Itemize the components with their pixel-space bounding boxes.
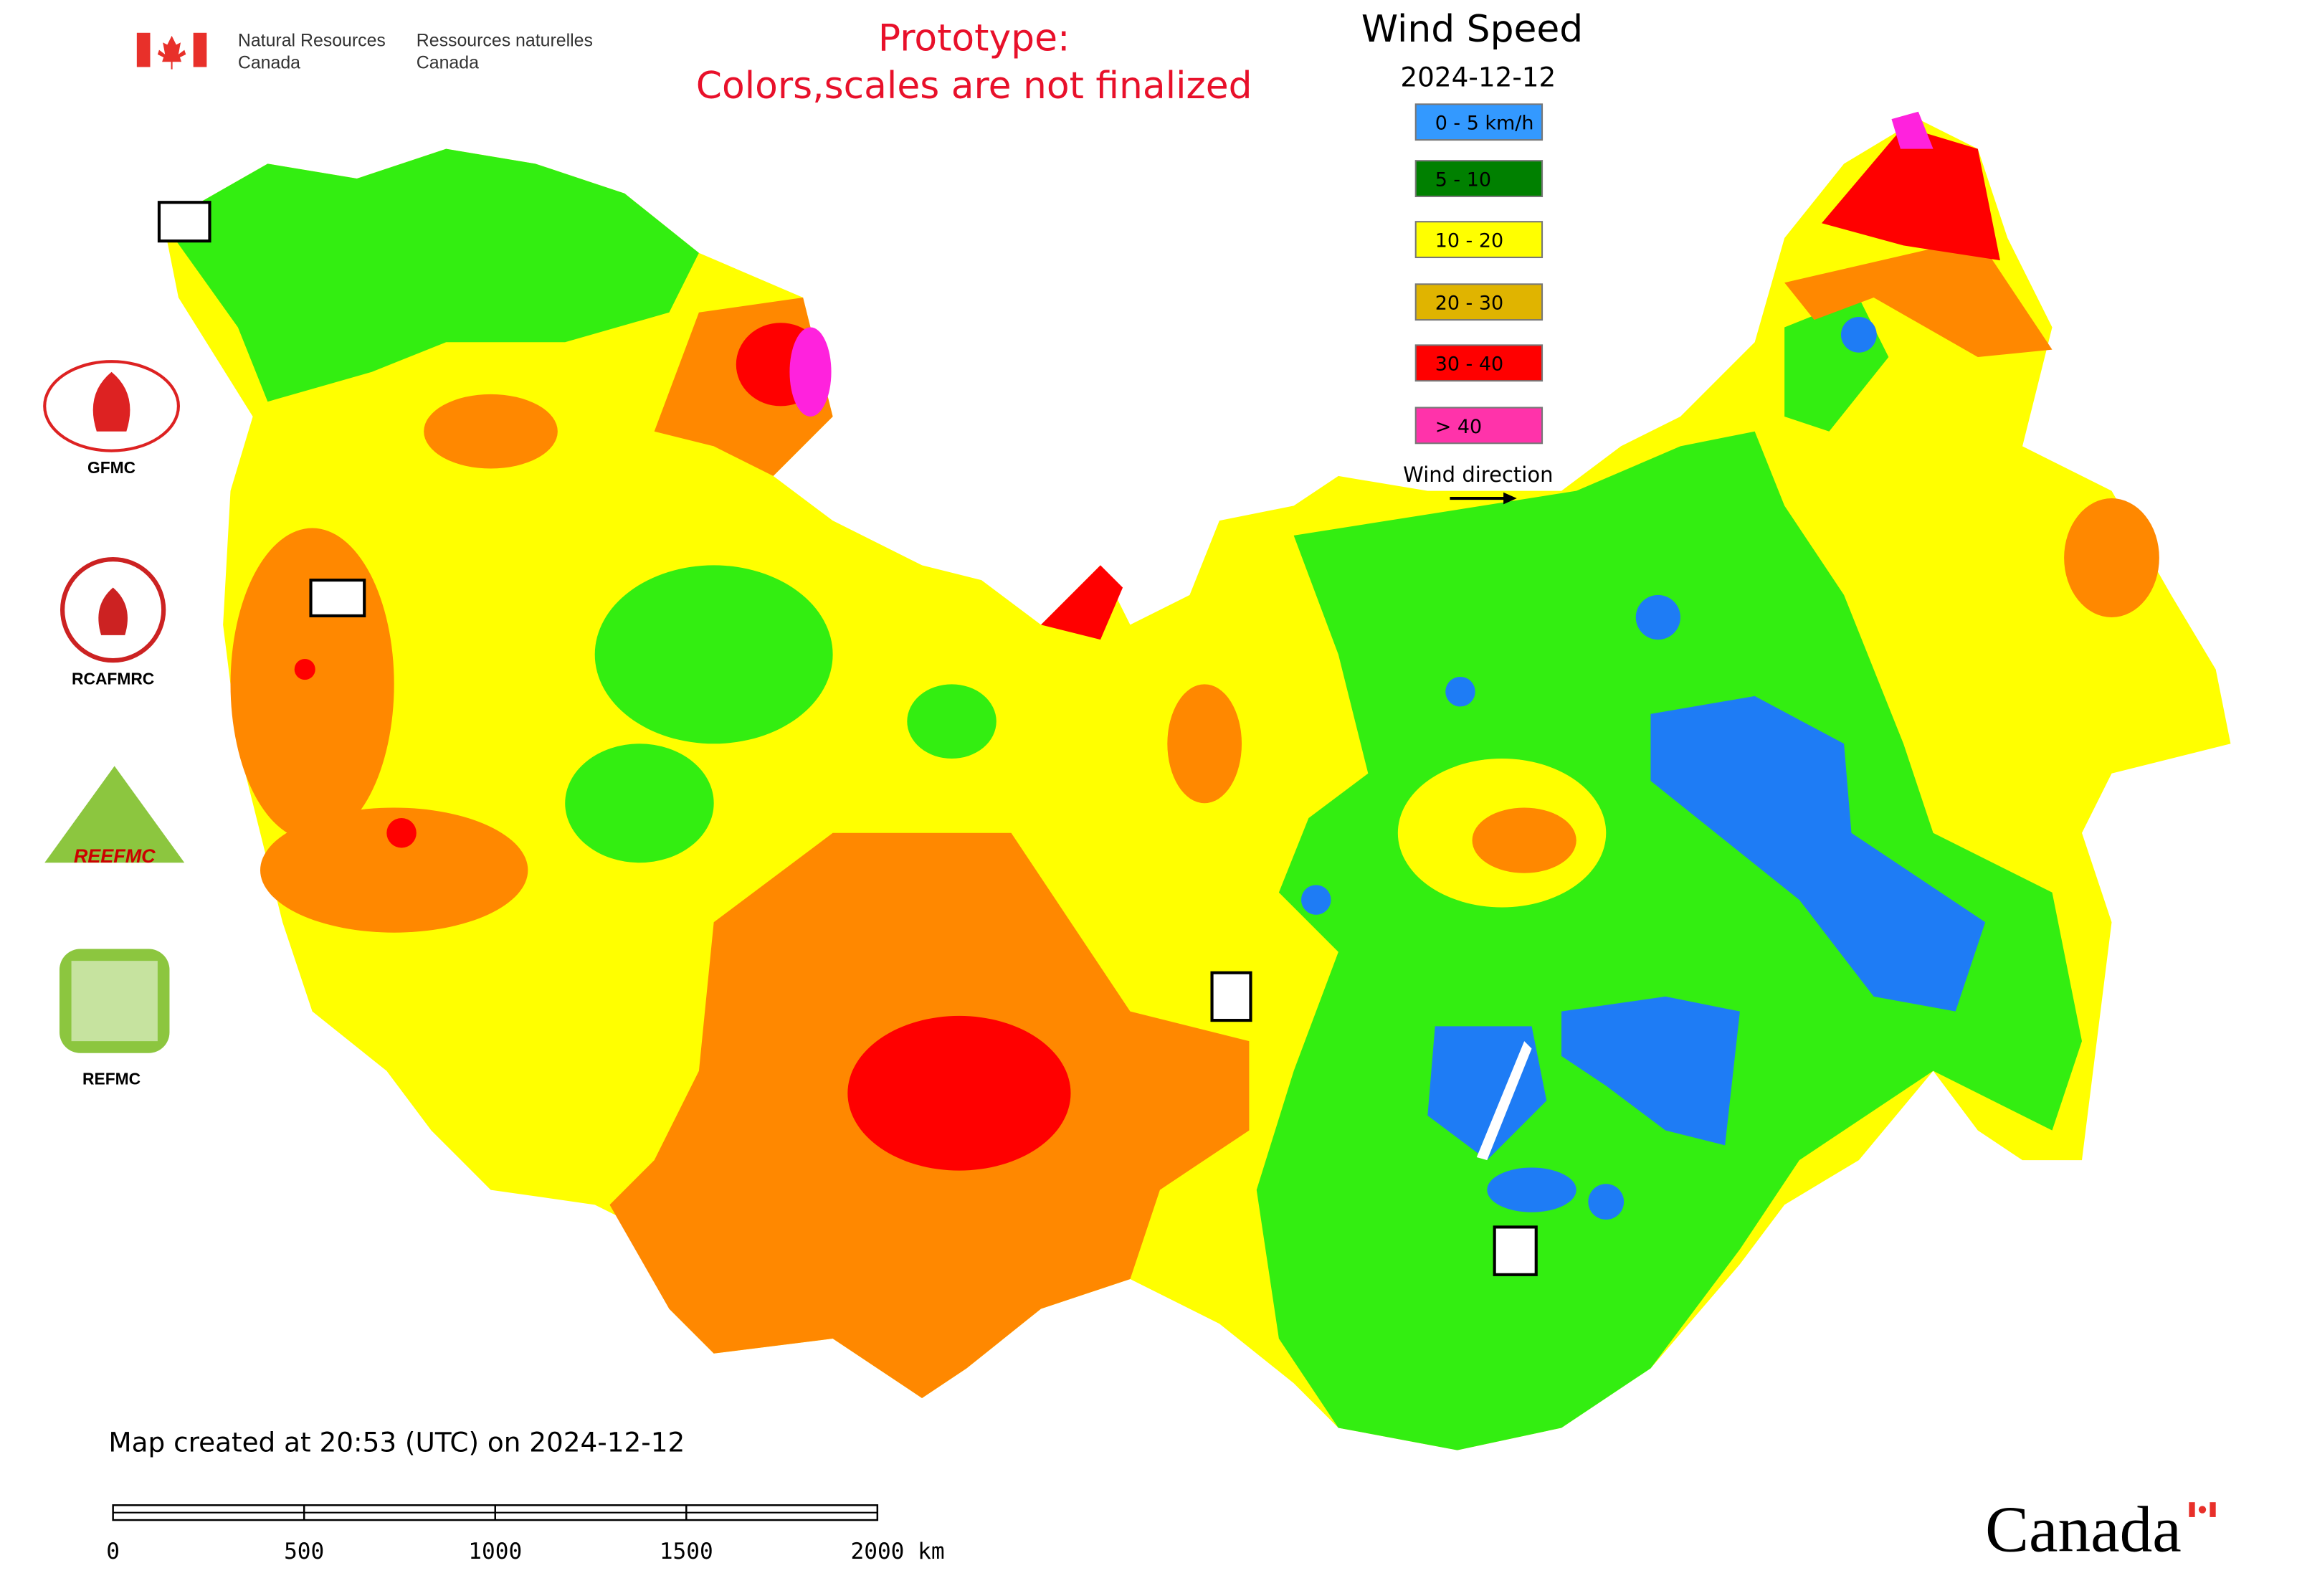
lake-baikal <box>1476 1041 1532 1161</box>
zone-orange <box>260 807 528 933</box>
legend-label: 0 - 5 km/h <box>1435 113 1534 135</box>
notice: Colors,scales are not finalized <box>696 65 1252 108</box>
wind-map <box>163 111 2231 1450</box>
zone-green-west <box>163 148 699 402</box>
zone-orange <box>424 394 558 469</box>
legend-title: Wind Speed <box>1361 8 1583 51</box>
legend-swatch <box>1414 407 1544 445</box>
zone-red <box>294 659 315 680</box>
wind-direction-label: Wind direction <box>1403 462 1553 487</box>
reefmc-logo <box>44 766 185 863</box>
gov-signature: Natural Resources Canada Ressources natu… <box>136 30 593 73</box>
scale-label: 0 <box>106 1539 120 1564</box>
map-logo-marker <box>157 201 211 243</box>
zone-blue-south <box>1561 996 1740 1146</box>
logo-label: RCAFMRC <box>72 669 154 688</box>
legend-label: > 40 <box>1435 416 1482 438</box>
logo-label: GFMC <box>87 458 135 477</box>
wind-arrow-head <box>1503 492 1517 505</box>
zone-blue-band <box>1650 695 1986 1012</box>
wordmark: Canada <box>1985 1493 2182 1566</box>
zone-blue <box>1445 676 1475 707</box>
zone-blue <box>1635 594 1680 640</box>
map-logo-marker <box>1493 1225 1538 1276</box>
wordmark-flag-bar <box>2189 1502 2195 1517</box>
scale-label: 500 <box>284 1539 324 1564</box>
legend-swatch <box>1414 160 1544 197</box>
map-logo-marker <box>309 579 366 617</box>
legend-swatch <box>1414 283 1544 321</box>
logos: GFMC RCAFMRC REEFMC REFMC <box>43 201 1538 1276</box>
scale-label: 1500 <box>660 1539 713 1564</box>
zone-blue <box>1487 1167 1576 1212</box>
rcafmrc-flame <box>98 587 128 635</box>
flag-bar <box>193 32 207 67</box>
legend-swatch <box>1414 221 1544 259</box>
zone-green <box>907 684 997 759</box>
zone-red-north <box>1041 565 1123 640</box>
zone-orange <box>230 528 394 841</box>
logo-label: REEFMC <box>74 845 156 867</box>
gfmc-flame <box>92 371 130 432</box>
notice: Prototype: <box>878 17 1070 60</box>
gfmc-logo <box>43 360 180 452</box>
map-logo-marker <box>1210 971 1252 1022</box>
zone-blue <box>1588 1184 1625 1220</box>
zone-green <box>565 744 714 863</box>
wordmark-flag-leaf <box>2198 1506 2207 1514</box>
scale-label: 1000 <box>468 1539 522 1564</box>
canada-wordmark: Canada <box>1985 1493 2216 1566</box>
zone-red-south <box>847 1015 1071 1171</box>
zone-orange <box>2064 498 2159 617</box>
zone-magenta-ne <box>1891 111 1934 149</box>
legend-label: 10 - 20 <box>1435 229 1503 252</box>
dept-fr: Ressources naturelles <box>417 30 593 50</box>
legend: Wind Speed 2024-12-12 Wind direction 0 -… <box>1361 8 1583 505</box>
dept-fr: Canada <box>417 53 479 73</box>
legend-swatch <box>1414 103 1544 141</box>
zone-blue <box>1840 316 1877 353</box>
dept-en: Canada <box>238 53 300 73</box>
map-created: Map created at 20:53 (UTC) on 2024-12-12 <box>108 1427 685 1458</box>
zone-orange <box>1472 807 1576 873</box>
refmc-logo-inner <box>71 961 158 1042</box>
zone-orange-ne <box>1784 238 2053 357</box>
zone-blue <box>1301 885 1331 915</box>
legend-label: 5 - 10 <box>1435 168 1491 191</box>
dept-en: Natural Resources <box>238 30 386 50</box>
zone-magenta-nw <box>789 327 832 417</box>
maple-leaf <box>157 35 186 70</box>
zone-green <box>594 565 833 744</box>
zone-orange <box>1167 684 1242 804</box>
logo-label: REFMC <box>82 1069 141 1088</box>
legend-date: 2024-12-12 <box>1400 61 1556 92</box>
flag-bar <box>136 32 151 67</box>
legend-label: 30 - 40 <box>1435 353 1503 376</box>
wordmark-flag-bar <box>2210 1502 2216 1517</box>
legend-swatch <box>1414 344 1544 382</box>
zone-red <box>386 818 417 848</box>
scale-bar: 0 500 1000 1500 2000 km <box>106 1504 945 1564</box>
legend-label: 20 - 30 <box>1435 293 1503 315</box>
zone-red-ne <box>1822 126 2000 261</box>
scale-label: 2000 km <box>850 1539 944 1564</box>
